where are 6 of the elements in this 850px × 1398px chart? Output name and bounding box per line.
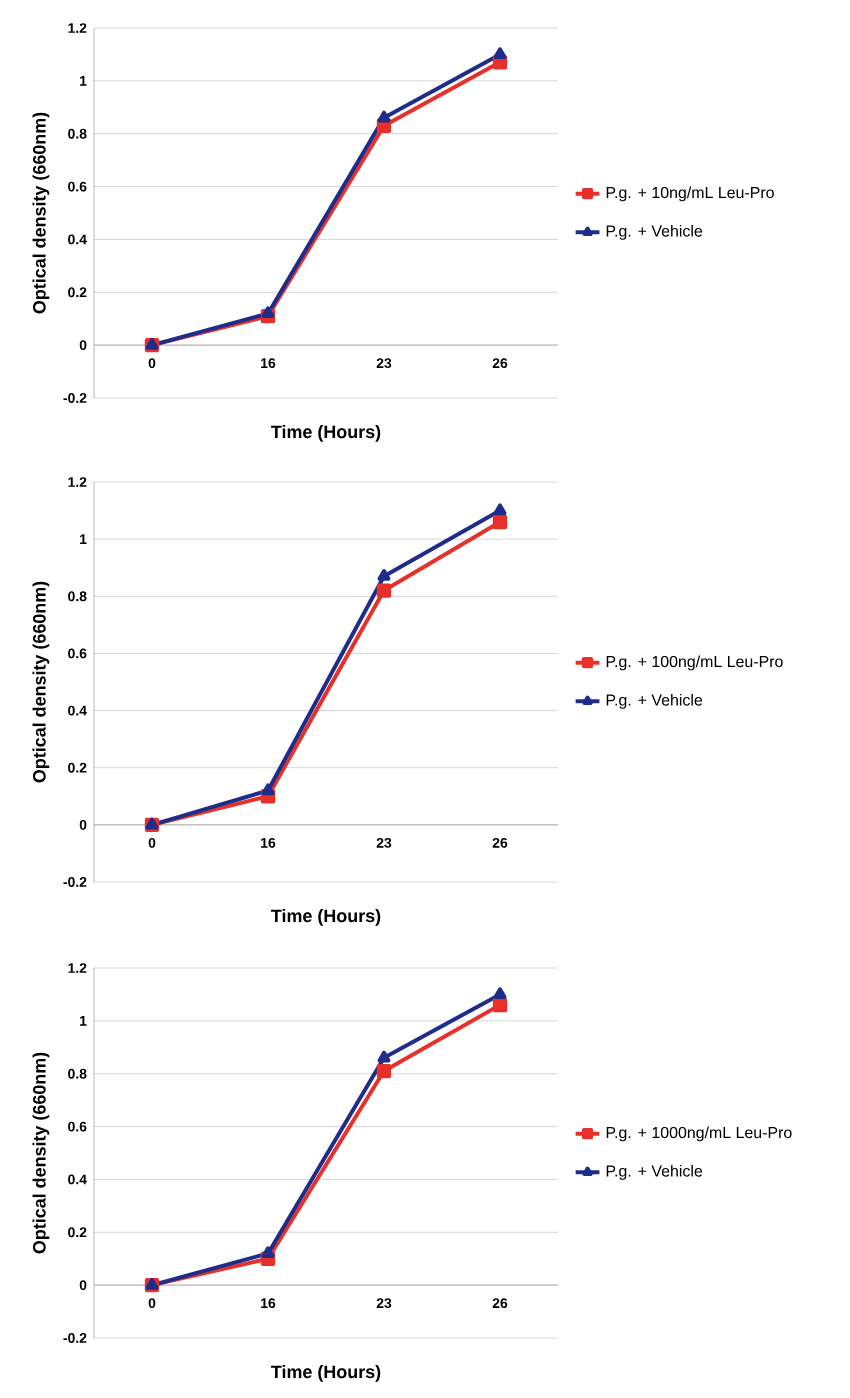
- x-axis-title: Time (Hours): [271, 1365, 381, 1382]
- y-axis-title: Optical density (660nm): [32, 1052, 50, 1254]
- y-axis-title: Optical density (660nm): [32, 112, 50, 314]
- y-axis-title: Optical density (660nm): [32, 581, 50, 783]
- x-axis-title: Time (Hours): [271, 425, 381, 442]
- x-axis-title: Time (Hours): [271, 909, 381, 926]
